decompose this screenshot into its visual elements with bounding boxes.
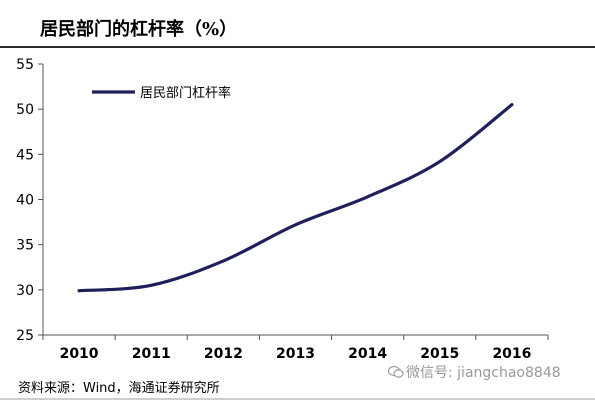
bottom-divider xyxy=(0,398,595,400)
y-tick-label: 25 xyxy=(16,328,34,344)
y-tick-label: 35 xyxy=(16,238,34,254)
y-tick-label: 40 xyxy=(16,193,34,209)
source-note: 资料来源：Wind，海通证券研究所 xyxy=(18,381,220,396)
wechat-icon xyxy=(388,365,404,378)
y-tick-label: 45 xyxy=(16,147,34,163)
watermark: 微信号: jiangchao8848 xyxy=(388,362,561,382)
y-tick-label: 30 xyxy=(16,283,34,299)
legend-label: 居民部门杠杆率 xyxy=(140,85,231,101)
chart-title: 居民部门的杠杆率（%） xyxy=(40,19,238,40)
title-divider xyxy=(0,46,595,48)
x-tick-label: 2013 xyxy=(276,346,315,362)
watermark-text: 微信号: jiangchao8848 xyxy=(406,365,561,381)
x-tick-label: 2012 xyxy=(204,346,243,362)
series-line xyxy=(77,103,514,293)
x-tick-label: 2015 xyxy=(420,346,459,362)
y-tick-label: 50 xyxy=(16,102,34,118)
y-tick-label: 55 xyxy=(16,57,34,73)
x-tick-label: 2010 xyxy=(60,346,99,362)
x-tick-label: 2014 xyxy=(348,346,387,362)
x-tick-label: 2016 xyxy=(492,346,531,362)
x-tick-label: 2011 xyxy=(132,346,171,362)
